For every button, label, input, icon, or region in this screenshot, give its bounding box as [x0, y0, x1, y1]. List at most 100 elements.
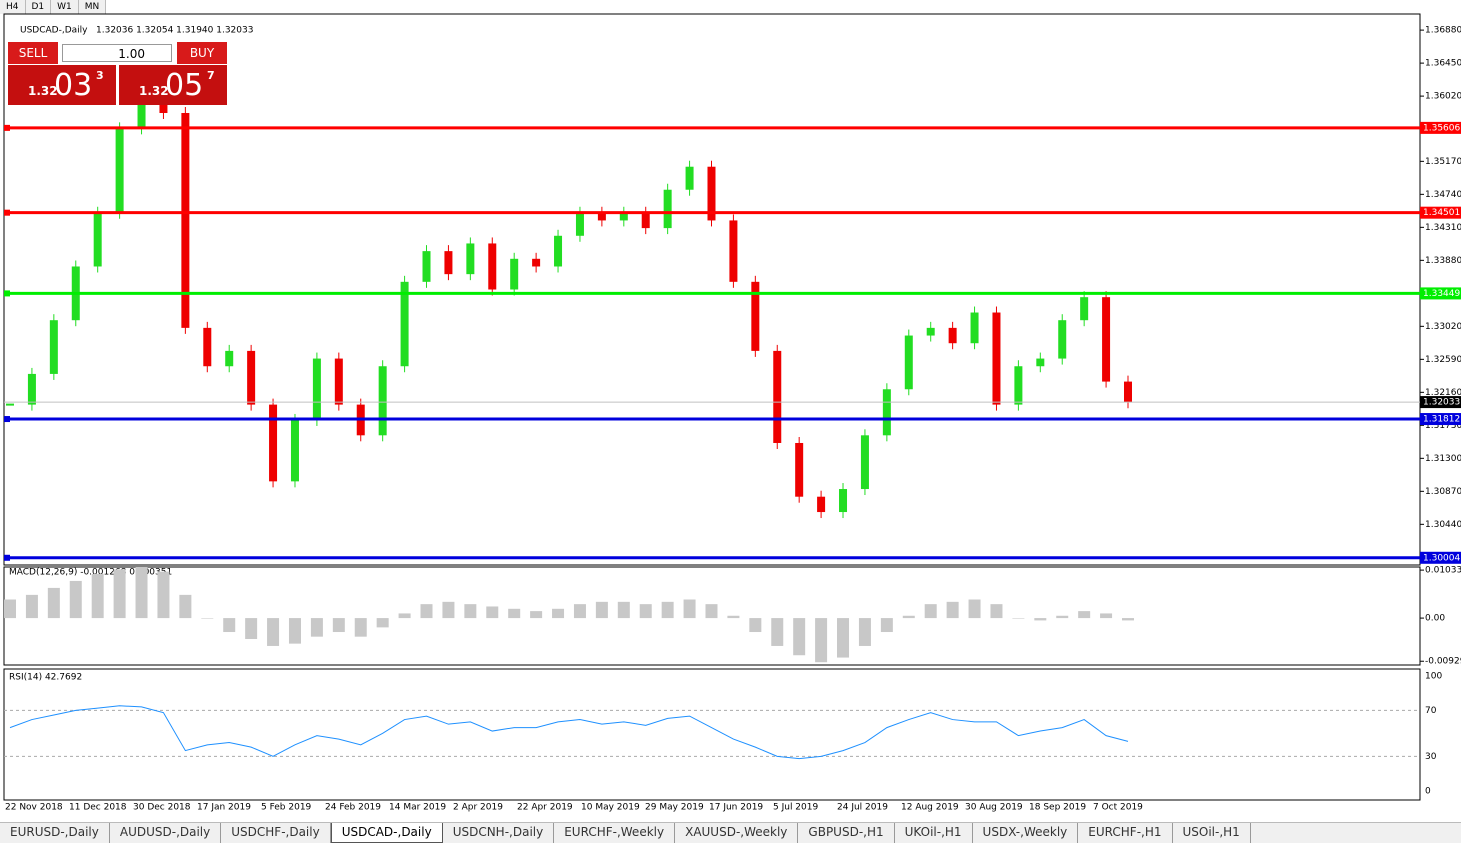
price-tick-label: 1.36880: [1425, 26, 1461, 36]
bid-frac: 3: [96, 69, 104, 82]
macd-bar: [771, 618, 784, 646]
timeframe-button[interactable]: D1: [26, 0, 52, 14]
timeframe-toolbar: H4 D1 W1 MN: [0, 0, 107, 14]
candle: [378, 366, 387, 436]
candle: [532, 258, 541, 267]
macd-bar: [530, 611, 543, 619]
level-anchor: [4, 554, 10, 561]
bid-quote[interactable]: 1.32 03 3: [8, 65, 116, 105]
date-label: 22 Nov 2018: [5, 803, 63, 813]
chart-tab[interactable]: USDCNH-,Daily: [443, 823, 555, 843]
candle: [510, 258, 519, 290]
macd-bar: [1056, 615, 1069, 619]
candle: [466, 243, 475, 275]
chart-tab[interactable]: USDX-,Weekly: [973, 823, 1079, 843]
ask-quote[interactable]: 1.32 05 7: [119, 65, 227, 105]
ask-big: 1.32: [139, 84, 169, 98]
date-label: 7 Oct 2019: [1093, 803, 1143, 813]
macd-tick-label: 0.00: [1425, 614, 1445, 624]
ask-pips: 05: [165, 68, 204, 103]
macd-bar: [25, 594, 38, 619]
macd-bar: [69, 580, 82, 619]
chart-tab[interactable]: XAUUSD-,Weekly: [675, 823, 799, 843]
candle: [334, 358, 343, 405]
macd-bar: [267, 618, 280, 646]
candle: [882, 389, 891, 436]
macd-bar: [727, 615, 740, 619]
chart-tab[interactable]: GBPUSD-,H1: [798, 823, 895, 843]
chart-tab[interactable]: USDCHF-,Daily: [221, 823, 331, 843]
candle: [641, 212, 650, 229]
candle: [904, 335, 913, 390]
price-tick-label: 1.32590: [1425, 355, 1461, 365]
date-label: 11 Dec 2018: [69, 803, 127, 813]
candle: [970, 312, 979, 344]
candle: [93, 212, 102, 267]
macd-bar: [1078, 611, 1091, 619]
candle: [795, 442, 804, 497]
candle: [773, 350, 782, 443]
macd-bar: [486, 606, 499, 619]
level-label: 1.30004: [1423, 553, 1460, 563]
candle: [181, 112, 190, 328]
candle: [1014, 366, 1023, 405]
candle: [619, 212, 628, 221]
macd-bar: [1034, 618, 1047, 621]
candle: [839, 489, 848, 513]
level-label-bg: [1420, 413, 1461, 426]
macd-bar: [288, 618, 301, 644]
candle: [948, 327, 957, 344]
candle: [312, 358, 321, 420]
rsi-tick-label: 70: [1425, 706, 1437, 716]
chart-tabs: EURUSD-,Daily AUDUSD-,Daily USDCHF-,Daily U…: [0, 822, 1461, 843]
chart-tab[interactable]: USDCAD-,Daily: [330, 823, 443, 843]
macd-bar: [310, 618, 323, 637]
macd-bar: [705, 604, 718, 619]
date-label: 5 Jul 2019: [773, 803, 818, 813]
timeframe-button[interactable]: H4: [0, 0, 26, 14]
candle: [1036, 358, 1045, 367]
macd-bar: [91, 573, 104, 619]
macd-bar: [157, 571, 170, 619]
macd-bar: [442, 601, 455, 619]
date-label: 30 Dec 2018: [133, 803, 191, 813]
macd-bar: [113, 569, 126, 619]
candle: [400, 281, 409, 367]
macd-bar: [595, 601, 608, 619]
price-tick-label: 1.32160: [1425, 388, 1461, 398]
sell-button[interactable]: SELL: [8, 42, 58, 64]
macd-bar: [223, 618, 236, 633]
candle: [926, 327, 935, 336]
macd-bar: [508, 608, 521, 619]
macd-bar: [793, 618, 806, 656]
lots-input[interactable]: 1.00: [62, 44, 172, 62]
macd-bar: [552, 608, 565, 619]
macd-bar: [749, 618, 762, 633]
macd-bar: [573, 604, 586, 619]
date-label: 29 May 2019: [645, 803, 704, 813]
macd-bar: [135, 567, 148, 619]
chart-tab[interactable]: AUDUSD-,Daily: [110, 823, 222, 843]
timeframe-button[interactable]: MN: [79, 0, 107, 14]
price-tick-label: 1.33020: [1425, 322, 1461, 332]
candle: [49, 320, 58, 374]
macd-bar: [902, 615, 915, 619]
chart-tab[interactable]: USOil-,H1: [1173, 823, 1251, 843]
price-tick-label: 1.34740: [1425, 190, 1461, 200]
chart-tab[interactable]: EURCHF-,H1: [1078, 823, 1173, 843]
buy-button[interactable]: BUY: [177, 42, 227, 64]
candle: [1058, 320, 1067, 359]
chart-tab[interactable]: EURUSD-,Daily: [0, 823, 110, 843]
timeframe-button[interactable]: W1: [51, 0, 79, 14]
date-label: 17 Jan 2019: [197, 803, 251, 813]
chart: USDCAD-,Daily 1.32036 1.32054 1.31940 1.…: [3, 13, 1461, 813]
chart-tab[interactable]: UKOil-,H1: [895, 823, 973, 843]
chart-tab[interactable]: EURCHF-,Weekly: [554, 823, 676, 843]
candle: [444, 251, 453, 275]
level-anchor: [4, 124, 10, 131]
price-pane: [3, 13, 1421, 566]
price-tick-label: 1.34310: [1425, 223, 1461, 233]
level-anchor: [4, 290, 10, 297]
macd-bar: [683, 599, 696, 619]
